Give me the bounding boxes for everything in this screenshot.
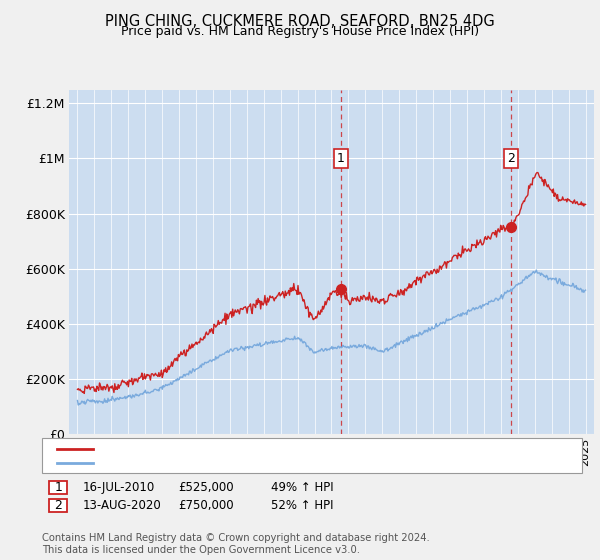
Text: HPI: Average price, detached house, Lewes: HPI: Average price, detached house, Lewe… xyxy=(99,459,335,469)
Text: 16-JUL-2010: 16-JUL-2010 xyxy=(82,480,154,494)
Text: Contains HM Land Registry data © Crown copyright and database right 2024.
This d: Contains HM Land Registry data © Crown c… xyxy=(42,533,430,555)
Text: £525,000: £525,000 xyxy=(178,480,234,494)
Text: Price paid vs. HM Land Registry's House Price Index (HPI): Price paid vs. HM Land Registry's House … xyxy=(121,25,479,38)
Text: £750,000: £750,000 xyxy=(178,498,234,512)
Text: 52% ↑ HPI: 52% ↑ HPI xyxy=(271,498,334,512)
Text: 1: 1 xyxy=(54,480,62,494)
Text: PING CHING, CUCKMERE ROAD, SEAFORD, BN25 4DG (detached house): PING CHING, CUCKMERE ROAD, SEAFORD, BN25… xyxy=(99,444,491,454)
Text: 1: 1 xyxy=(337,152,344,165)
Text: PING CHING, CUCKMERE ROAD, SEAFORD, BN25 4DG: PING CHING, CUCKMERE ROAD, SEAFORD, BN25… xyxy=(105,14,495,29)
Text: 2: 2 xyxy=(54,498,62,512)
Text: 49% ↑ HPI: 49% ↑ HPI xyxy=(271,480,334,494)
Text: 13-AUG-2020: 13-AUG-2020 xyxy=(82,498,161,512)
Text: 2: 2 xyxy=(508,152,515,165)
